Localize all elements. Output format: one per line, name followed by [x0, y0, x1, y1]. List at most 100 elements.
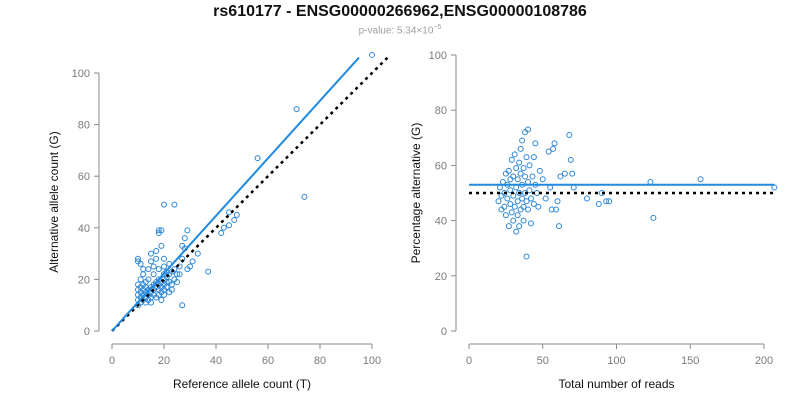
- y-axis-label: Alternative allele count (G): [47, 131, 61, 272]
- y-tick-label: 20: [435, 271, 447, 283]
- data-point: [145, 276, 152, 283]
- y-tick-label: 100: [429, 50, 447, 62]
- data-point: [155, 266, 162, 273]
- data-point: [517, 170, 524, 177]
- x-tick-label: 100: [607, 355, 625, 367]
- data-point: [523, 198, 530, 205]
- data-point: [517, 145, 524, 152]
- data-point: [218, 229, 225, 236]
- data-point: [148, 299, 154, 306]
- data-point: [158, 297, 165, 304]
- data-point: [301, 193, 308, 200]
- data-point: [569, 170, 576, 177]
- data-point: [520, 203, 527, 210]
- x-tick-label: 40: [210, 355, 222, 367]
- data-point: [293, 106, 300, 113]
- data-point: [150, 271, 157, 278]
- data-point: [187, 263, 193, 270]
- y-tick-label: 0: [441, 326, 447, 338]
- data-point: [516, 190, 523, 196]
- y-tick-label: 40: [78, 223, 90, 235]
- data-point: [220, 224, 227, 231]
- data-point: [520, 217, 527, 224]
- data-point: [536, 167, 543, 174]
- data-point: [161, 255, 167, 262]
- data-point: [525, 126, 531, 133]
- x-tick-label: 0: [109, 355, 115, 367]
- x-tick-label: 150: [681, 355, 699, 367]
- data-point: [555, 223, 562, 230]
- data-point: [181, 235, 188, 242]
- data-point: [606, 198, 613, 205]
- x-axis-label: Total number of reads: [558, 377, 674, 391]
- x-axis-label: Reference allele count (T): [173, 377, 311, 391]
- x-tick-label: 200: [755, 355, 773, 367]
- data-point: [523, 154, 530, 161]
- data-point: [184, 227, 191, 234]
- data-point: [510, 173, 517, 180]
- chart-title: rs610177 - ENSG00000266962,ENSG000001087…: [213, 3, 587, 20]
- data-point: [514, 198, 521, 205]
- fit-line: [111, 56, 360, 332]
- data-point: [163, 278, 170, 285]
- data-point: [532, 140, 539, 147]
- data-point: [189, 258, 196, 265]
- data-point: [153, 255, 160, 262]
- data-point: [533, 190, 540, 196]
- data-point: [561, 170, 568, 177]
- data-point: [519, 137, 526, 144]
- data-point: [158, 227, 165, 234]
- data-point: [145, 266, 152, 273]
- data-point: [514, 212, 521, 219]
- data-point: [584, 195, 590, 202]
- y-tick-label: 0: [84, 326, 90, 338]
- data-point: [771, 184, 778, 191]
- data-point: [508, 209, 515, 216]
- data-point: [519, 195, 526, 202]
- data-point: [502, 170, 509, 177]
- data-point: [501, 203, 508, 210]
- data-point: [513, 165, 520, 172]
- data-point: [595, 201, 602, 208]
- data-point: [507, 201, 514, 208]
- y-axis-label: Percentage alternative (G): [409, 123, 423, 264]
- data-point: [530, 154, 537, 161]
- data-point: [527, 195, 534, 202]
- data-point: [570, 184, 577, 191]
- data-point: [502, 212, 509, 219]
- data-point: [148, 250, 154, 257]
- data-point: [507, 187, 514, 194]
- y-tick-label: 40: [435, 216, 447, 228]
- data-point: [153, 248, 160, 255]
- data-point: [194, 250, 201, 257]
- data-point: [517, 206, 524, 213]
- data-point: [161, 291, 167, 298]
- data-point: [161, 263, 167, 270]
- data-point: [548, 206, 555, 213]
- data-point: [530, 201, 537, 208]
- data-point: [650, 214, 657, 221]
- data-point: [526, 162, 533, 169]
- data-point: [231, 217, 238, 224]
- data-point: [171, 201, 178, 208]
- data-point: [148, 258, 154, 265]
- data-point: [514, 176, 521, 183]
- data-point: [554, 198, 561, 205]
- y-tick-label: 60: [435, 160, 447, 172]
- data-point: [505, 223, 512, 230]
- data-point: [179, 302, 186, 309]
- data-point: [529, 173, 536, 180]
- data-point: [504, 195, 511, 202]
- y-tick-label: 60: [78, 171, 90, 183]
- data-point: [174, 278, 180, 285]
- data-point: [507, 176, 514, 183]
- data-point: [511, 203, 518, 210]
- data-point: [547, 184, 554, 191]
- x-tick-label: 20: [158, 355, 170, 367]
- data-point: [539, 176, 546, 183]
- data-point: [553, 206, 560, 213]
- data-point: [647, 178, 654, 185]
- data-point: [176, 271, 183, 278]
- data-point: [523, 253, 530, 260]
- p-value-text: p-value: 5.34×10: [358, 25, 434, 37]
